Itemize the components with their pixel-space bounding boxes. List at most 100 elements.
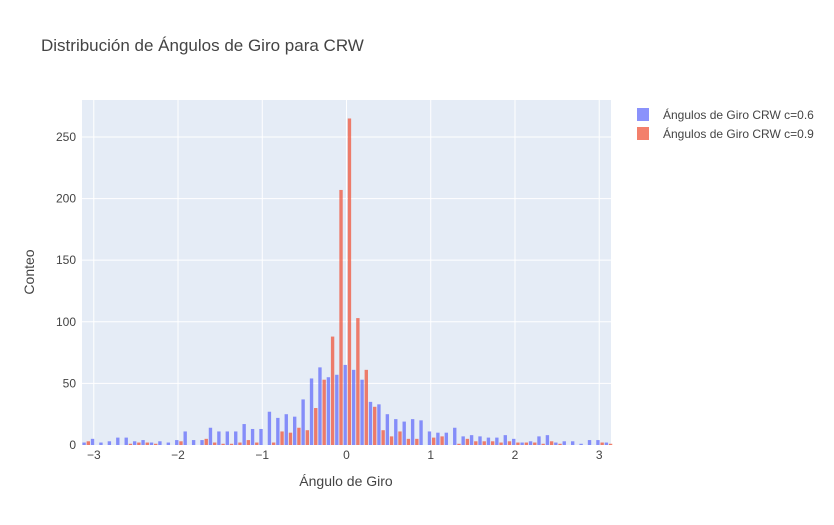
bar-series-0[interactable] (444, 432, 449, 445)
bar-series-1[interactable] (86, 441, 91, 445)
bar-series-1[interactable] (288, 432, 293, 445)
bar-series-1[interactable] (600, 442, 604, 445)
bar-series-1[interactable] (457, 443, 461, 445)
legend-swatch-c09[interactable] (637, 127, 649, 140)
legend-label-c09[interactable]: Ángulos de Giro CRW c=0.9 (663, 126, 814, 141)
bar-series-1[interactable] (490, 441, 495, 445)
bar-series-1[interactable] (339, 189, 343, 445)
bar-series-0[interactable] (335, 374, 339, 445)
bar-series-0[interactable] (175, 440, 179, 445)
bar-series-0[interactable] (436, 432, 440, 445)
bar-series-1[interactable] (154, 443, 158, 445)
bar-series-0[interactable] (225, 431, 229, 445)
bar-series-1[interactable] (381, 430, 385, 445)
bar-series-1[interactable] (533, 442, 537, 445)
bar-series-0[interactable] (469, 435, 474, 445)
bar-series-1[interactable] (314, 408, 318, 445)
bar-series-1[interactable] (608, 443, 613, 445)
bar-series-0[interactable] (267, 411, 272, 445)
bar-series-1[interactable] (280, 431, 284, 445)
bar-series-0[interactable] (200, 440, 204, 445)
bar-series-1[interactable] (465, 438, 470, 445)
bar-series-0[interactable] (276, 417, 280, 445)
bar-series-0[interactable] (183, 431, 187, 445)
bar-series-0[interactable] (217, 431, 221, 445)
bar-series-0[interactable] (351, 369, 356, 445)
bar-series-1[interactable] (128, 443, 133, 445)
bar-series-0[interactable] (191, 440, 196, 445)
bar-series-0[interactable] (124, 437, 128, 445)
bar-series-0[interactable] (562, 441, 566, 445)
bar-series-0[interactable] (158, 441, 162, 445)
bar-series-1[interactable] (499, 442, 503, 445)
bar-series-1[interactable] (516, 442, 520, 445)
bar-series-0[interactable] (402, 421, 406, 445)
bar-series-0[interactable] (579, 443, 583, 445)
bar-series-0[interactable] (410, 419, 415, 445)
bar-series-0[interactable] (554, 442, 558, 445)
bar-series-1[interactable] (179, 441, 183, 445)
bar-series-1[interactable] (507, 441, 512, 445)
bar-series-1[interactable] (524, 442, 529, 445)
bar-series-1[interactable] (137, 442, 141, 445)
bar-series-0[interactable] (234, 431, 238, 445)
bar-series-1[interactable] (398, 431, 402, 445)
bar-series-0[interactable] (394, 419, 398, 445)
bar-series-1[interactable] (271, 442, 276, 445)
bar-series-0[interactable] (343, 364, 347, 445)
bar-series-0[interactable] (520, 442, 524, 445)
bar-series-0[interactable] (587, 440, 592, 445)
bar-series-0[interactable] (90, 438, 95, 445)
bar-series-1[interactable] (246, 440, 251, 445)
bar-series-0[interactable] (107, 441, 112, 445)
bar-series-0[interactable] (427, 431, 432, 445)
bar-series-0[interactable] (486, 437, 491, 445)
bar-series-0[interactable] (461, 436, 465, 445)
bar-series-1[interactable] (238, 442, 242, 445)
bar-series-1[interactable] (322, 379, 326, 445)
bar-series-1[interactable] (356, 318, 360, 445)
bar-series-0[interactable] (82, 442, 86, 445)
bar-series-1[interactable] (558, 443, 562, 445)
bar-series-0[interactable] (166, 442, 171, 445)
bar-series-0[interactable] (537, 436, 541, 445)
bar-series-1[interactable] (440, 436, 444, 445)
bar-series-0[interactable] (419, 420, 423, 445)
bar-series-1[interactable] (415, 438, 419, 445)
bar-series-0[interactable] (385, 414, 390, 445)
legend[interactable]: Ángulos de Giro CRW c=0.6 Ángulos de Gir… (637, 107, 814, 141)
bar-series-0[interactable] (284, 414, 288, 445)
bar-series-0[interactable] (478, 436, 482, 445)
bar-series-1[interactable] (145, 442, 149, 445)
bar-series-0[interactable] (149, 442, 154, 445)
bar-series-0[interactable] (545, 435, 550, 445)
bar-series-0[interactable] (141, 440, 145, 445)
bar-series-0[interactable] (596, 440, 600, 445)
bar-series-1[interactable] (347, 118, 352, 445)
bar-series-0[interactable] (132, 441, 137, 445)
bar-series-1[interactable] (204, 438, 208, 445)
bar-series-1[interactable] (373, 406, 377, 445)
bar-series-0[interactable] (453, 427, 457, 445)
bar-series-1[interactable] (330, 336, 335, 445)
bar-series-1[interactable] (221, 443, 225, 445)
bar-series-0[interactable] (309, 378, 314, 445)
bar-series-0[interactable] (318, 367, 322, 445)
bar-series-0[interactable] (259, 428, 263, 445)
bar-series-0[interactable] (503, 435, 507, 445)
legend-label-c06[interactable]: Ángulos de Giro CRW c=0.6 (663, 107, 814, 122)
bar-series-1[interactable] (431, 437, 436, 445)
bar-series-0[interactable] (368, 401, 373, 445)
bar-series-0[interactable] (528, 441, 533, 445)
bar-series-0[interactable] (116, 437, 120, 445)
bar-series-0[interactable] (604, 442, 609, 445)
bar-series-0[interactable] (99, 442, 103, 445)
bar-series-0[interactable] (242, 424, 246, 445)
bar-series-1[interactable] (229, 443, 234, 445)
bar-series-0[interactable] (377, 404, 381, 445)
bar-series-1[interactable] (389, 436, 394, 445)
bar-series-1[interactable] (305, 430, 310, 445)
bar-series-1[interactable] (474, 441, 478, 445)
bar-series-0[interactable] (293, 416, 297, 445)
bar-series-0[interactable] (360, 379, 364, 445)
